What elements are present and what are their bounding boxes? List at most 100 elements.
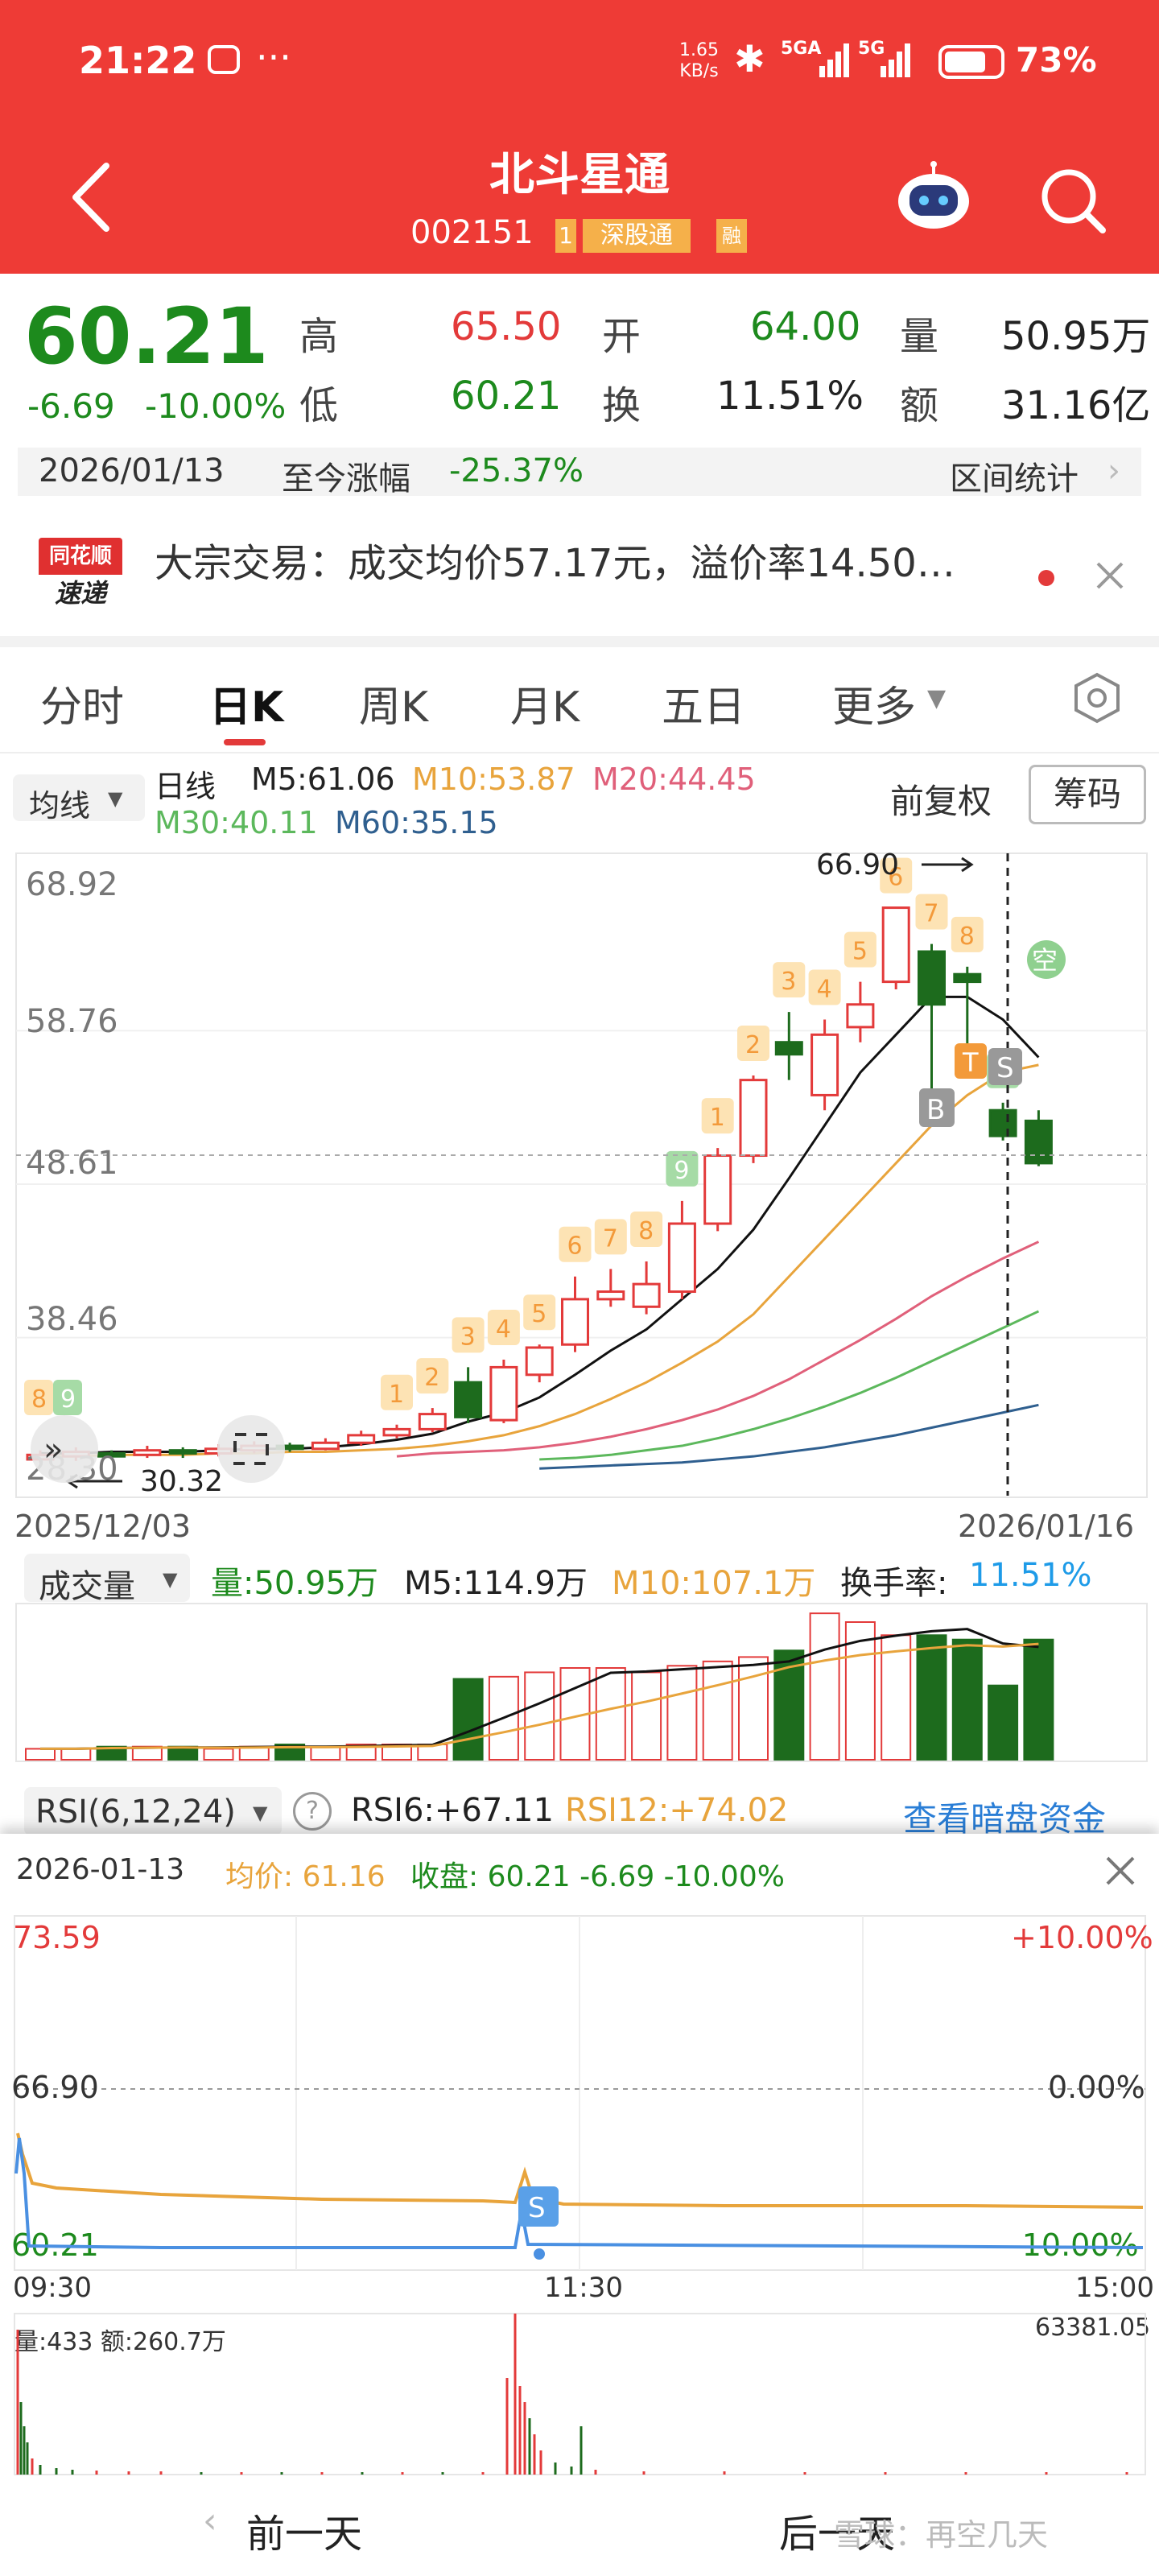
candlestick-chart[interactable]: 12345678912345678989 68.92 58.76 48.61 3… (0, 837, 1159, 1505)
volume-dropdown[interactable]: 成交量 ▼ (24, 1554, 190, 1605)
candle-body (1024, 1119, 1053, 1165)
td-count-label: 5 (531, 1300, 547, 1328)
volume-bar (452, 1678, 484, 1761)
low-mark-label: 30.32 (140, 1465, 223, 1498)
help-icon[interactable]: ? (293, 1792, 332, 1831)
prev-day-button[interactable]: 前一天 (246, 2512, 363, 2557)
td-count-badge (880, 857, 913, 894)
signal-5ga-label: 5GA (781, 39, 822, 59)
range-change: -25.37% (449, 452, 584, 489)
high-mark-label: 66.90 (816, 848, 899, 881)
td-count-badge (53, 1380, 82, 1415)
ma-line-m30 (539, 1310, 1040, 1461)
volume-bar (310, 1745, 341, 1761)
volume-bar (60, 1748, 92, 1761)
td-count-badge (594, 1219, 627, 1255)
popup-close: 收盘: 60.21 -6.69 -10.00% (410, 1860, 785, 1893)
price-change: -6.69 (27, 386, 115, 426)
td-count-label: 1 (710, 1104, 725, 1132)
tab-more[interactable]: 更多 (832, 683, 917, 732)
candle-body (918, 950, 946, 1006)
candle-body (97, 1451, 126, 1458)
search-icon[interactable] (1037, 164, 1109, 237)
dark-pool-funds-link[interactable]: 查看暗盘资金 (903, 1799, 1107, 1839)
tab-five-day[interactable]: 五日 (662, 683, 746, 732)
volume-bar (666, 1665, 698, 1761)
chip-button[interactable]: 筹码 (1029, 765, 1146, 824)
popup-date: 2026-01-13 (16, 1853, 185, 1886)
status-more-dots: ··· (256, 35, 291, 79)
adjust-mode[interactable]: 前复权 (890, 782, 992, 821)
volume-bar (203, 1748, 234, 1761)
back-arrow-icon[interactable] (68, 161, 116, 233)
td-count-label: 9 (60, 1385, 76, 1414)
volume-bar (595, 1667, 626, 1761)
current-price: 60.21 (24, 291, 269, 382)
buy-marker (919, 1088, 955, 1127)
candle-body (311, 1441, 340, 1451)
close-icon[interactable] (1090, 555, 1130, 596)
candle-body (454, 1381, 483, 1418)
settings-hexagon-icon[interactable] (1070, 671, 1124, 724)
ma-line-m5 (40, 995, 1040, 1455)
popup-volume-max: 63381.05 (1035, 2314, 1151, 2342)
tab-daily-k[interactable]: 日K (209, 683, 284, 732)
td-count-label: 7 (924, 900, 939, 928)
tab-monthly-k[interactable]: 月K (510, 683, 580, 732)
candle-body (846, 1003, 875, 1029)
td-count-label: 1 (389, 1381, 404, 1409)
ths-express-logo: 同花顺 速递 (39, 538, 122, 612)
candle-body (881, 906, 910, 984)
open-value: 64.00 (750, 304, 861, 349)
volume-bar (809, 1612, 840, 1761)
volume-bar (988, 1684, 1019, 1761)
td-count-badge (666, 1150, 699, 1187)
next-day-button[interactable]: 后一天 (779, 2512, 896, 2557)
ma-line-m60 (539, 1403, 1039, 1470)
interval-stats-link[interactable]: 区间统计 (950, 460, 1079, 497)
news-headline[interactable]: 大宗交易：成交均价57.17元，溢价率14.50… (155, 541, 955, 586)
volume-bar (844, 1621, 876, 1761)
popup-close-icon[interactable] (1101, 1852, 1140, 1890)
y-label-4: 38.46 (26, 1301, 118, 1338)
rsi-dropdown[interactable]: RSI(6,12,24) ▼ (24, 1787, 282, 1835)
td-count-badge (951, 916, 984, 952)
tab-weekly-k[interactable]: 周K (359, 683, 429, 732)
ma30-value: M30:40.11 (155, 805, 318, 840)
td-count-badge (452, 1317, 485, 1353)
stock-code: 002151 (410, 214, 534, 251)
volume-bar (524, 1671, 555, 1761)
ma60-value: M60:35.15 (335, 805, 498, 840)
td-count-label: 2 (424, 1364, 439, 1392)
td-count-label: 5 (852, 938, 868, 966)
td-count-label: 6 (567, 1232, 583, 1261)
td-count-label: 2 (745, 1031, 761, 1059)
td-count-label: 4 (496, 1315, 511, 1344)
volume-bar (345, 1744, 377, 1761)
volume-bar (951, 1638, 983, 1761)
caret-down-icon: ▼ (163, 1568, 178, 1591)
intraday-volume-chart (14, 2313, 1146, 2475)
sell-signal-label: S (528, 2192, 546, 2224)
td-count-badge (915, 894, 948, 930)
chevron-left-icon: ‹ (203, 2500, 217, 2541)
t-marker (955, 1043, 987, 1079)
range-date: 2026/01/13 (39, 452, 225, 489)
intraday-chart[interactable]: 73.59 66.90 60.21 +10.00% 0.00% -10.00% … (0, 1908, 1159, 2278)
date-start: 2025/12/03 (14, 1509, 192, 1544)
day-navigation (0, 2487, 1159, 2576)
candle-body (988, 1108, 1017, 1137)
tab-timeshare[interactable]: 分时 (40, 683, 125, 732)
range-strip[interactable] (18, 448, 1141, 496)
td-count-badge (701, 1098, 734, 1134)
volume-current: 量:50.95万 (211, 1565, 378, 1602)
td-count-badge (737, 1026, 769, 1062)
margin-badge: 融 (716, 219, 747, 253)
td-count-badge (416, 1358, 449, 1394)
ma-dropdown[interactable]: 均线 ▼ (13, 774, 145, 824)
short-marker-label: 空 (1032, 945, 1058, 976)
robot-assistant-icon[interactable] (893, 161, 974, 233)
volume-bar (631, 1671, 662, 1761)
battery-percent: 73% (1016, 40, 1097, 80)
volume-bar (96, 1745, 127, 1761)
